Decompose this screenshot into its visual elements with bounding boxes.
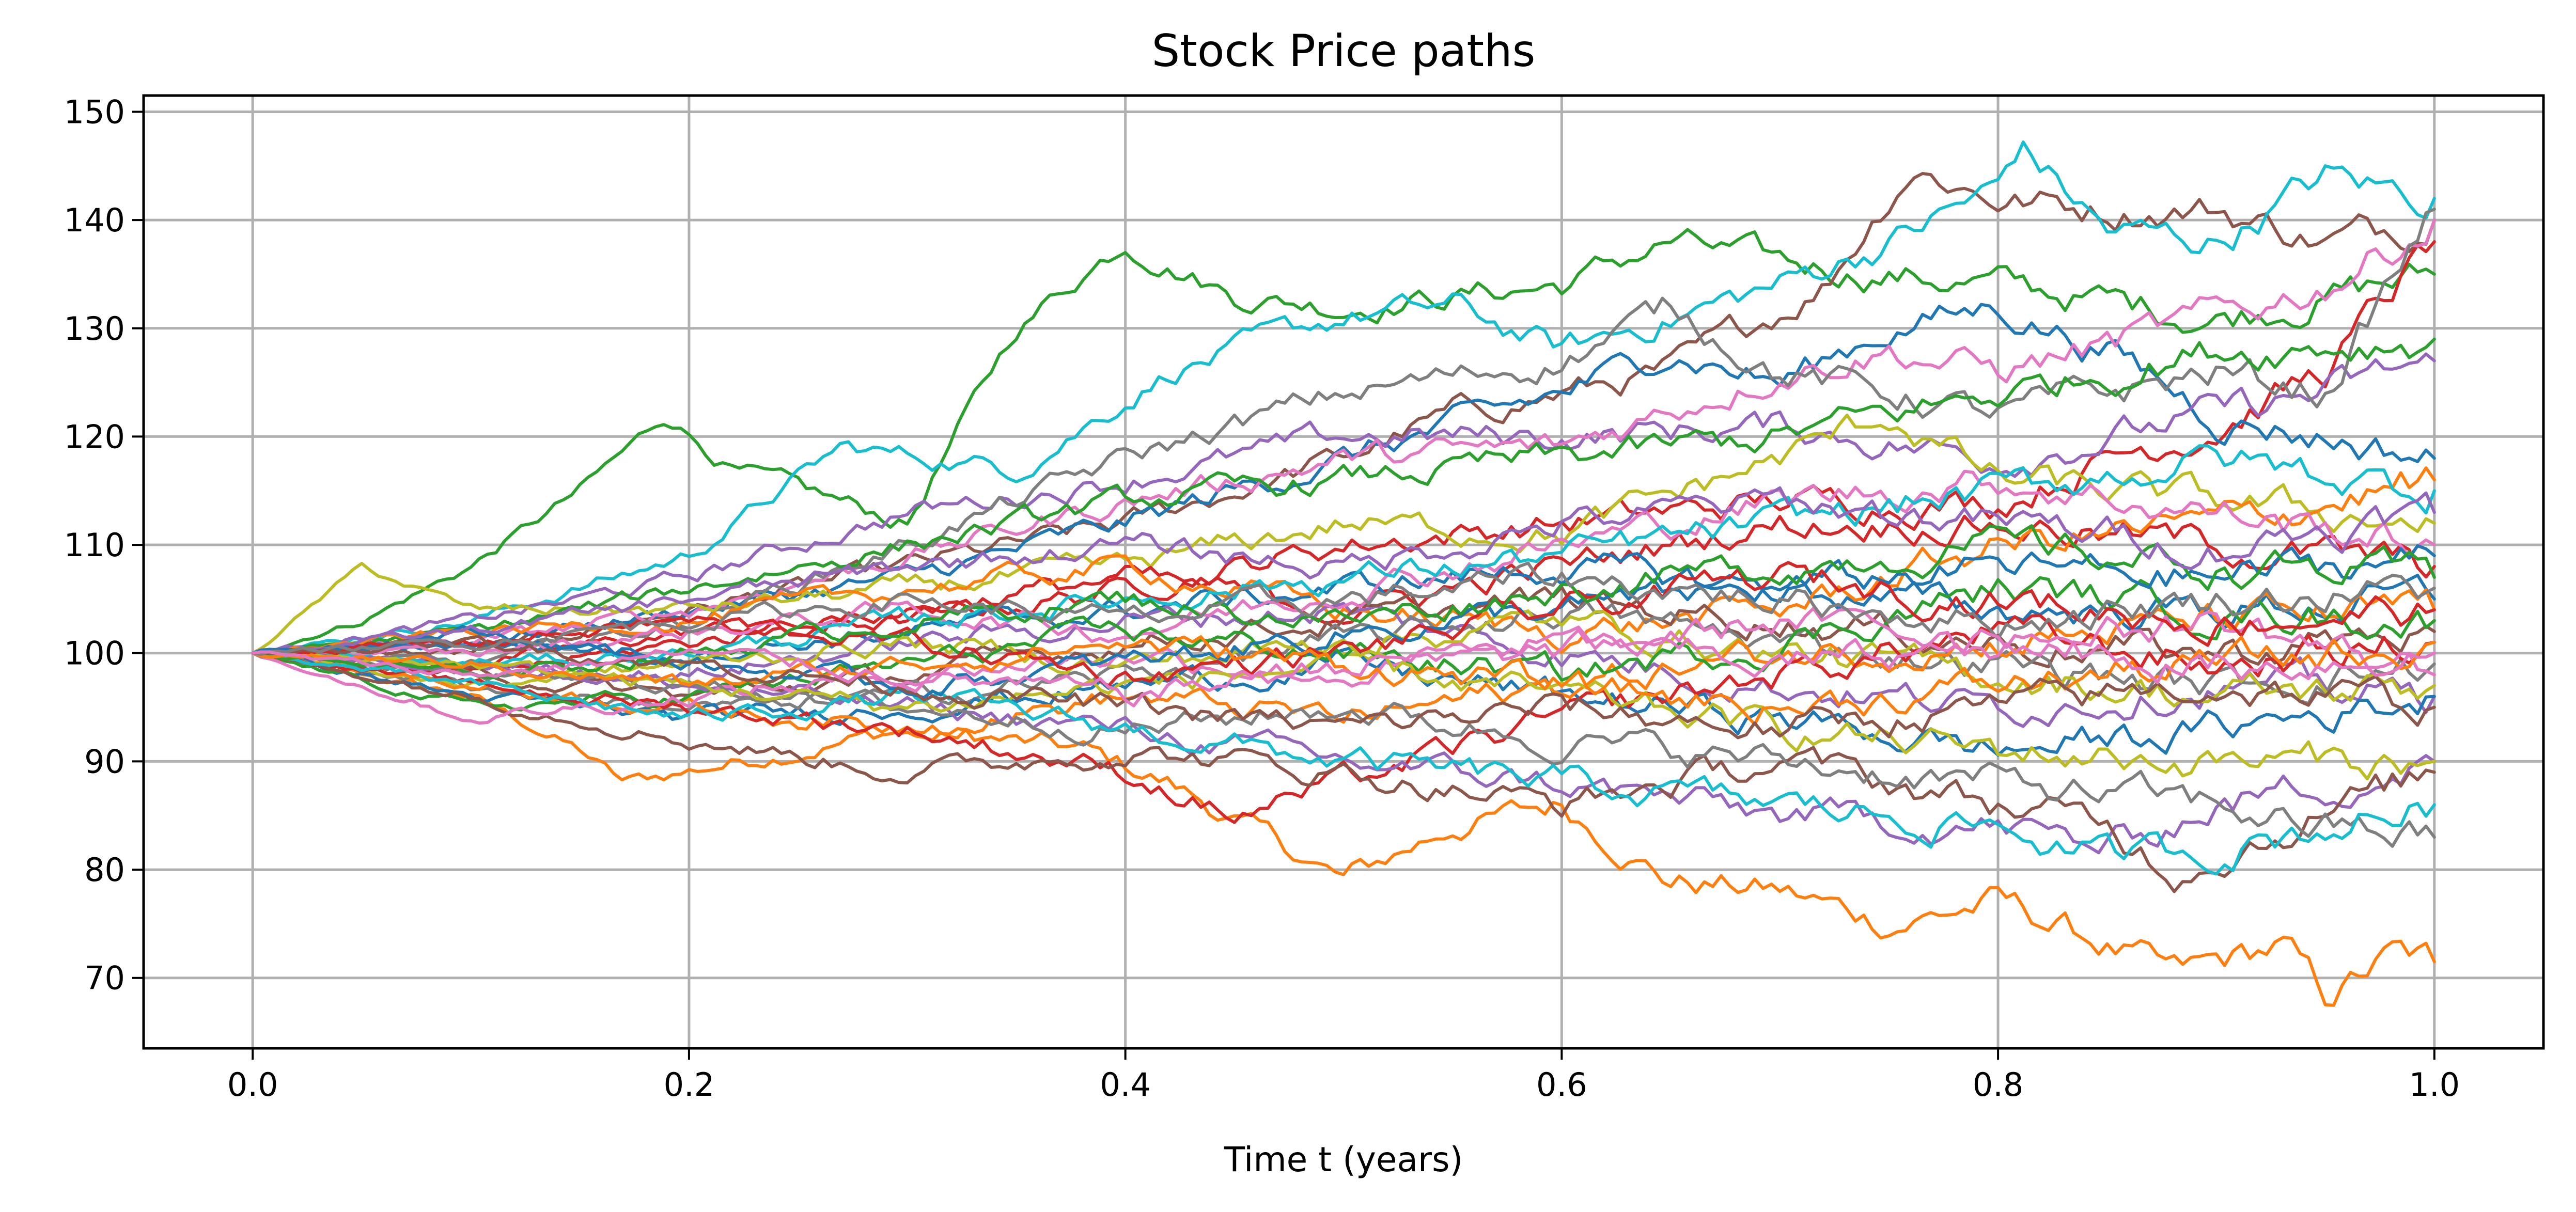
y-tick-label: 140	[64, 201, 125, 239]
price-path-line	[251, 337, 2436, 655]
price-path-line	[251, 444, 2436, 667]
price-path-line	[251, 561, 2436, 656]
price-path-line	[251, 609, 2436, 707]
y-tick-label: 80	[84, 851, 125, 889]
y-tick-label: 70	[84, 959, 125, 997]
price-path-line	[251, 625, 2436, 707]
price-path-line	[251, 228, 2436, 655]
x-tick-label: 0.4	[1100, 1066, 1151, 1104]
price-path-line	[251, 303, 2436, 656]
price-path-line	[251, 638, 2436, 781]
price-path-line	[251, 544, 2436, 699]
price-paths	[251, 140, 2436, 1007]
price-path-line	[251, 613, 2436, 824]
x-tick-label: 0.8	[1973, 1066, 2024, 1104]
price-path-line	[251, 140, 2436, 657]
x-tick-label: 0.2	[664, 1066, 715, 1104]
price-path-line	[251, 588, 2436, 742]
y-tick-label: 100	[64, 635, 125, 672]
price-path-line	[251, 576, 2436, 712]
y-tick-label: 150	[64, 93, 125, 131]
price-path-line	[251, 352, 2436, 655]
price-path-line	[251, 635, 2436, 726]
y-tick-label: 110	[64, 526, 125, 564]
x-tick-label: 1.0	[2409, 1066, 2460, 1104]
price-path-line	[251, 486, 2436, 656]
price-path-line	[251, 651, 2436, 1007]
x-axis-title: Time t (years)	[1224, 1140, 1463, 1179]
x-tick-label: 0.0	[227, 1066, 278, 1104]
price-path-line	[251, 172, 2436, 657]
price-path-line	[251, 413, 2436, 655]
price-path-line	[251, 469, 2436, 658]
price-path-line	[251, 524, 2436, 680]
y-tick-label: 90	[84, 743, 125, 780]
price-path-line	[251, 651, 2436, 893]
y-tick-label: 130	[64, 310, 125, 348]
x-tick-label: 0.6	[1536, 1066, 1587, 1104]
chart-title: Stock Price paths	[1152, 25, 1536, 77]
price-path-line	[251, 651, 2436, 876]
price-path-line	[251, 586, 2436, 698]
plot-frame	[142, 94, 2545, 1050]
price-path-line	[251, 607, 2436, 725]
y-tick-label: 120	[64, 418, 125, 455]
axis-ticks: 0.0 0.2 0.4 0.6 0.8 1.0 70 80 90 100 110 120 130 140 1…	[64, 93, 2460, 1104]
